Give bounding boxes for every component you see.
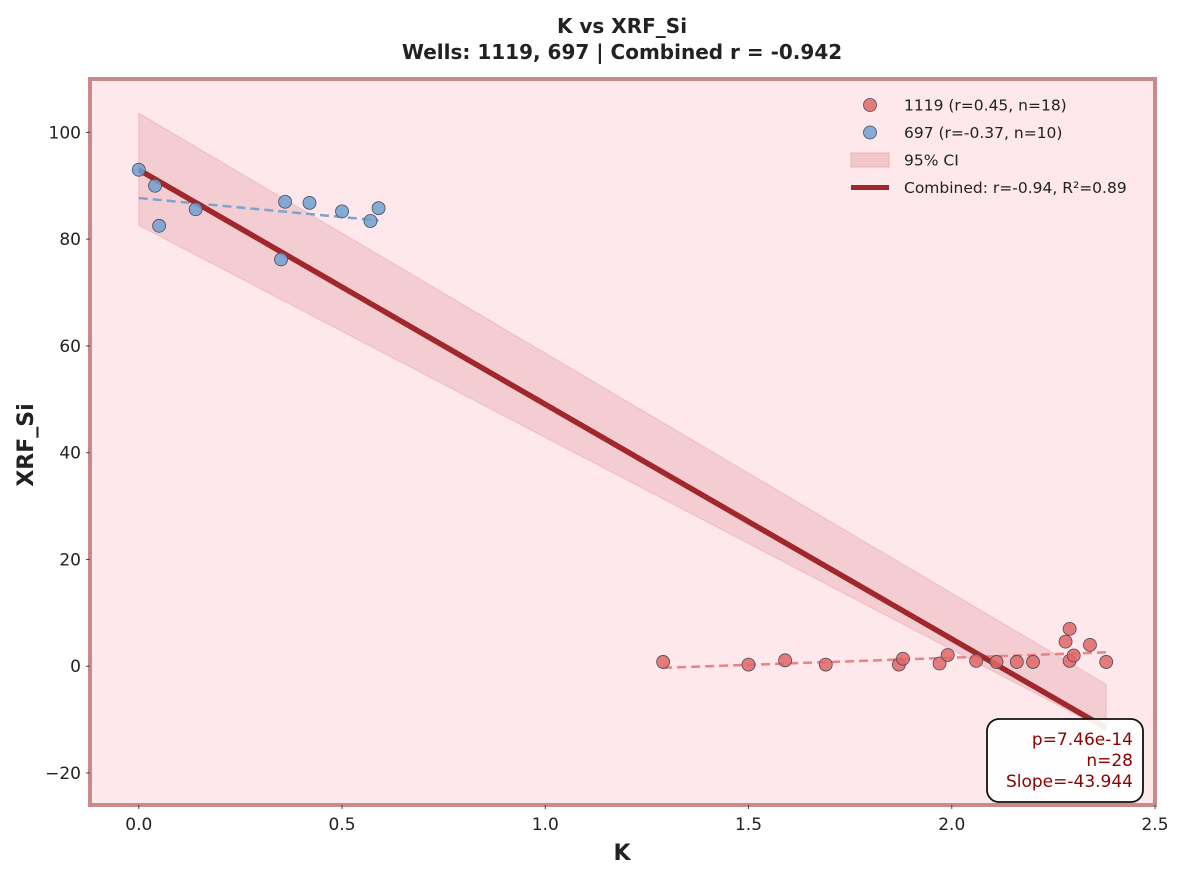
- plot-frame: [88, 77, 1157, 807]
- x-axis-label: K: [613, 841, 631, 866]
- series-0-point: [932, 656, 947, 671]
- x-tick-label: 0.5: [328, 815, 355, 835]
- series-0-point: [741, 657, 756, 672]
- series-0-point: [989, 655, 1004, 669]
- series-0-point: [1099, 655, 1114, 669]
- stats-line: p=7.46e-14: [1032, 730, 1133, 750]
- legend-marker-series-0: [863, 98, 877, 112]
- series-0-trend-line: [663, 651, 1107, 670]
- y-tick-label: 0: [70, 657, 81, 677]
- series-1-point: [274, 252, 288, 267]
- series-0-point: [940, 648, 955, 662]
- y-tick-label: 40: [59, 444, 81, 464]
- series-0-point: [1058, 634, 1073, 649]
- chart-subtitle: Wells: 1119, 697 | Combined r = -0.942: [402, 40, 842, 64]
- series-1-point: [302, 195, 317, 210]
- series-0-point: [1083, 637, 1097, 652]
- series-0-point: [818, 657, 833, 672]
- series-1-point: [148, 178, 162, 193]
- series-0-point: [1062, 621, 1077, 636]
- stats-line: Slope=-43.944: [1006, 772, 1133, 792]
- series-1-point: [371, 201, 386, 216]
- series-0-point: [1009, 655, 1024, 669]
- x-tick-label: 2.0: [938, 815, 965, 835]
- y-axis-label: XRF_Si: [14, 403, 39, 486]
- y-tick-label: 60: [59, 337, 81, 357]
- series-0-point: [1066, 648, 1081, 663]
- x-tick-label: 0.0: [125, 815, 152, 835]
- series-0-point: [896, 651, 910, 666]
- y-tick-label: 20: [59, 550, 81, 570]
- data-points-layer: [131, 162, 1114, 672]
- series-0-point: [969, 653, 984, 668]
- x-tick-label: 1.5: [735, 815, 762, 835]
- series-1-point: [188, 202, 203, 217]
- legend-label-ci: 95% CI: [904, 152, 959, 170]
- series-1-point: [152, 218, 167, 233]
- y-axis-ticks: −20 0 20 40 60 80 100: [45, 123, 90, 784]
- legend-label-combined: Combined: r=-0.94, R²=0.89: [904, 179, 1127, 197]
- y-tick-label: −20: [45, 764, 81, 784]
- legend-label-series-1: 697 (r=-0.37, n=10): [904, 124, 1062, 142]
- legend-label-series-0: 1119 (r=0.45, n=18): [904, 97, 1067, 115]
- y-tick-label: 100: [49, 123, 81, 143]
- series-0-point: [778, 653, 792, 668]
- x-tick-label: 2.5: [1141, 815, 1168, 835]
- series-0-point: [656, 655, 671, 669]
- series-0-point: [1026, 655, 1040, 669]
- series-1-point: [131, 162, 146, 177]
- combined-regression-line: [137, 167, 1108, 731]
- y-tick-label: 80: [59, 230, 81, 250]
- legend: 1119 (r=0.45, n=18) 697 (r=-0.37, n=10) 95…: [850, 97, 1127, 197]
- chart-title: K vs XRF_Si: [557, 14, 687, 38]
- series-1-point: [363, 214, 378, 228]
- stats-line: n=28: [1086, 751, 1133, 771]
- x-axis-ticks: 0.0 0.5 1.0 1.5 2.0 2.5: [125, 805, 1169, 835]
- plot-background: [90, 79, 1155, 805]
- series-1-point: [278, 194, 293, 209]
- legend-marker-series-1: [863, 125, 877, 140]
- series-1-point: [335, 204, 349, 219]
- x-tick-label: 1.0: [532, 815, 559, 835]
- stats-box-frame: [986, 718, 1144, 803]
- legend-marker-ci: [850, 152, 890, 168]
